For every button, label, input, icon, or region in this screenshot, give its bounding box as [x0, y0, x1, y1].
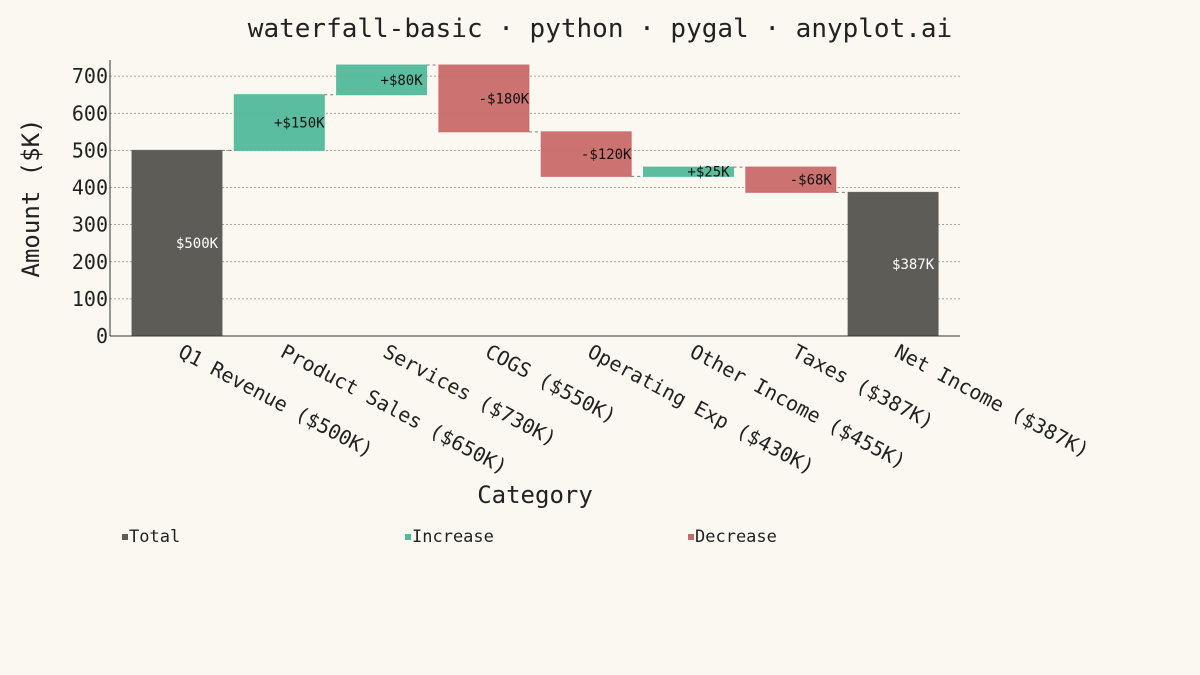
legend-label: Increase: [412, 527, 494, 547]
data-label: $500K: [176, 236, 219, 252]
legend-label: Total: [129, 527, 180, 547]
y-tick-label: 300: [72, 213, 108, 237]
data-label-layer: $500K +$150K +$80K -$180K -$120K +$25K -$68K $3…: [176, 73, 935, 273]
waterfall-bar-increase: [336, 64, 428, 96]
data-label: +$80K: [381, 73, 424, 89]
legend-swatch-total: [122, 534, 128, 540]
legend-swatch-increase: [405, 534, 411, 540]
y-tick-label: 500: [72, 138, 108, 162]
waterfall-bar-increase: [643, 166, 734, 177]
legend-label: Decrease: [695, 527, 777, 547]
y-tick-label: 200: [72, 250, 108, 274]
waterfall-bar-decrease: [745, 166, 837, 193]
connector-layer: [222, 64, 849, 193]
data-label: $387K: [892, 257, 935, 273]
axis-layer: 0 100 200 300 400 500 600 700 Q1 Revenue ($500K)…: [72, 60, 1094, 479]
x-tick-label: Net Income ($387K): [891, 339, 1094, 462]
data-label: -$68K: [790, 173, 833, 189]
y-axis-title: Amount ($K): [17, 119, 45, 278]
x-tick-label: Services ($730K): [379, 339, 560, 451]
data-label: +$150K: [274, 116, 325, 132]
y-tick-label: 400: [72, 176, 108, 200]
x-axis-title: Category: [477, 481, 593, 509]
waterfall-bar-decrease: [540, 131, 632, 177]
legend-swatch-decrease: [688, 534, 694, 540]
y-tick-label: 0: [96, 324, 108, 348]
y-tick-label: 600: [72, 101, 108, 125]
y-tick-label: 100: [72, 287, 108, 311]
x-tick-label: Q1 Revenue ($500K): [175, 339, 378, 462]
data-label: +$25K: [687, 165, 730, 181]
waterfall-bar-decrease: [438, 64, 530, 133]
chart-title: waterfall-basic · python · pygal · anypl…: [248, 14, 952, 44]
bar-layer: [131, 64, 939, 337]
data-label: -$120K: [581, 147, 632, 163]
waterfall-bar-increase: [233, 94, 325, 151]
legend: Total Increase Decrease: [122, 527, 777, 547]
y-tick-label: 700: [72, 64, 108, 88]
data-label: -$180K: [479, 91, 530, 107]
